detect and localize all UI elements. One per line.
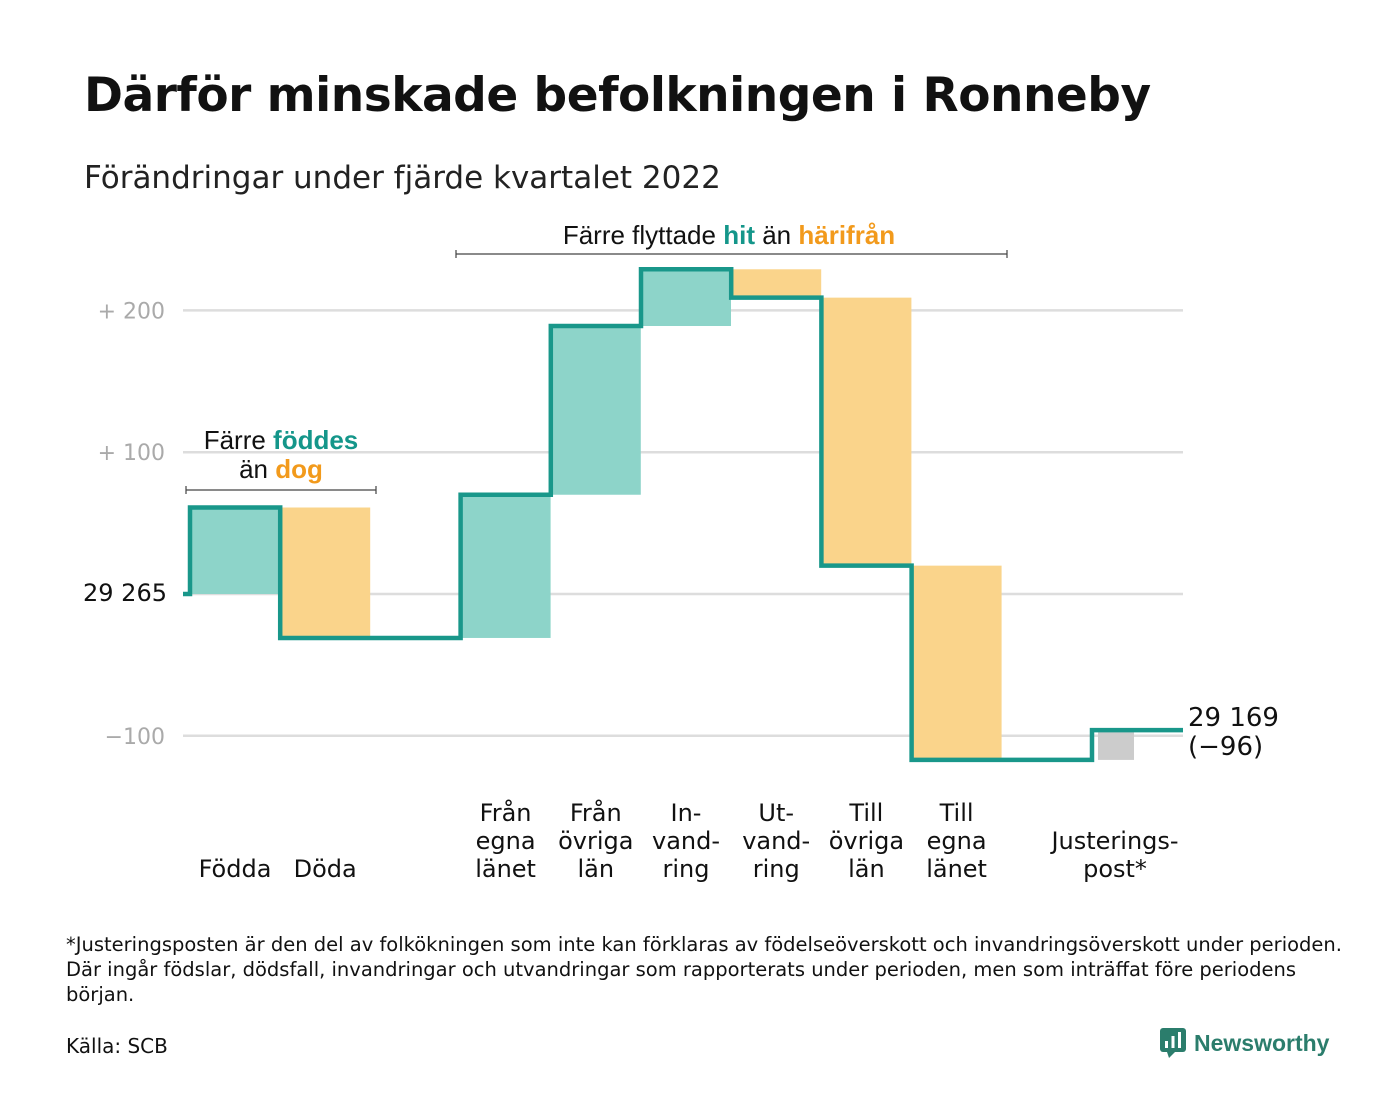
bar-layer: [190, 269, 1134, 760]
bar-decrease: [280, 507, 371, 638]
category-label: län: [578, 855, 615, 883]
category-label: vand-: [652, 827, 720, 855]
line-layer: [183, 267, 1183, 763]
category-label: ring: [663, 855, 710, 883]
category-label: Döda: [294, 855, 357, 883]
y-tick-label: + 100: [98, 441, 165, 466]
start-value-label: 29 265: [83, 579, 167, 607]
category-label: länet: [926, 855, 987, 883]
category-label: övriga: [829, 827, 904, 855]
category-label: post*: [1083, 855, 1147, 883]
category-label: Från: [570, 798, 622, 827]
bar-adjustment: [1098, 730, 1134, 760]
migration-annotation: Färre flyttade hit än härifrån: [563, 220, 895, 250]
bar-decrease: [731, 269, 822, 298]
category-label: egna: [476, 827, 536, 855]
category-label: ring: [753, 855, 800, 883]
brand-logo: Newsworthy: [1160, 1028, 1329, 1058]
brand-name: Newsworthy: [1194, 1029, 1330, 1056]
bar-decrease: [911, 565, 1002, 760]
category-label: län: [848, 855, 885, 883]
category-label: vand-: [742, 827, 810, 855]
category-label: Födda: [199, 855, 272, 883]
y-tick-label: −100: [105, 725, 165, 750]
category-label: Justerings-: [1049, 827, 1178, 855]
end-change-label: (−96): [1188, 732, 1263, 762]
category-label: Ut-: [758, 799, 794, 827]
cumulative-step-line: [183, 267, 1183, 763]
category-label: Till: [939, 799, 974, 827]
births-annotation-line1: Färre föddes: [204, 425, 359, 455]
bar-increase: [641, 269, 731, 326]
end-value-label: 29 169: [1188, 703, 1279, 733]
category-label: In-: [671, 799, 702, 827]
chart-title: Därför minskade befolkningen i Ronneby: [84, 68, 1151, 123]
category-label: länet: [475, 855, 536, 883]
bar-increase: [460, 494, 551, 638]
category-label: Från: [480, 798, 532, 827]
footnote: *Justeringsposten är den del av folkökni…: [66, 933, 1342, 1006]
bar-increase: [550, 325, 641, 495]
bar-increase: [190, 507, 280, 594]
source-label: Källa: SCB: [66, 1034, 168, 1058]
chart-bubble-icon: [1160, 1028, 1186, 1058]
category-label: övriga: [558, 827, 633, 855]
births-annotation-line2: än dog: [239, 454, 323, 484]
category-label: egna: [927, 827, 987, 855]
category-label: Till: [848, 799, 883, 827]
bar-decrease: [821, 297, 912, 566]
chart-subtitle: Förändringar under fjärde kvartalet 2022: [84, 160, 721, 196]
y-tick-label: + 200: [98, 299, 165, 324]
